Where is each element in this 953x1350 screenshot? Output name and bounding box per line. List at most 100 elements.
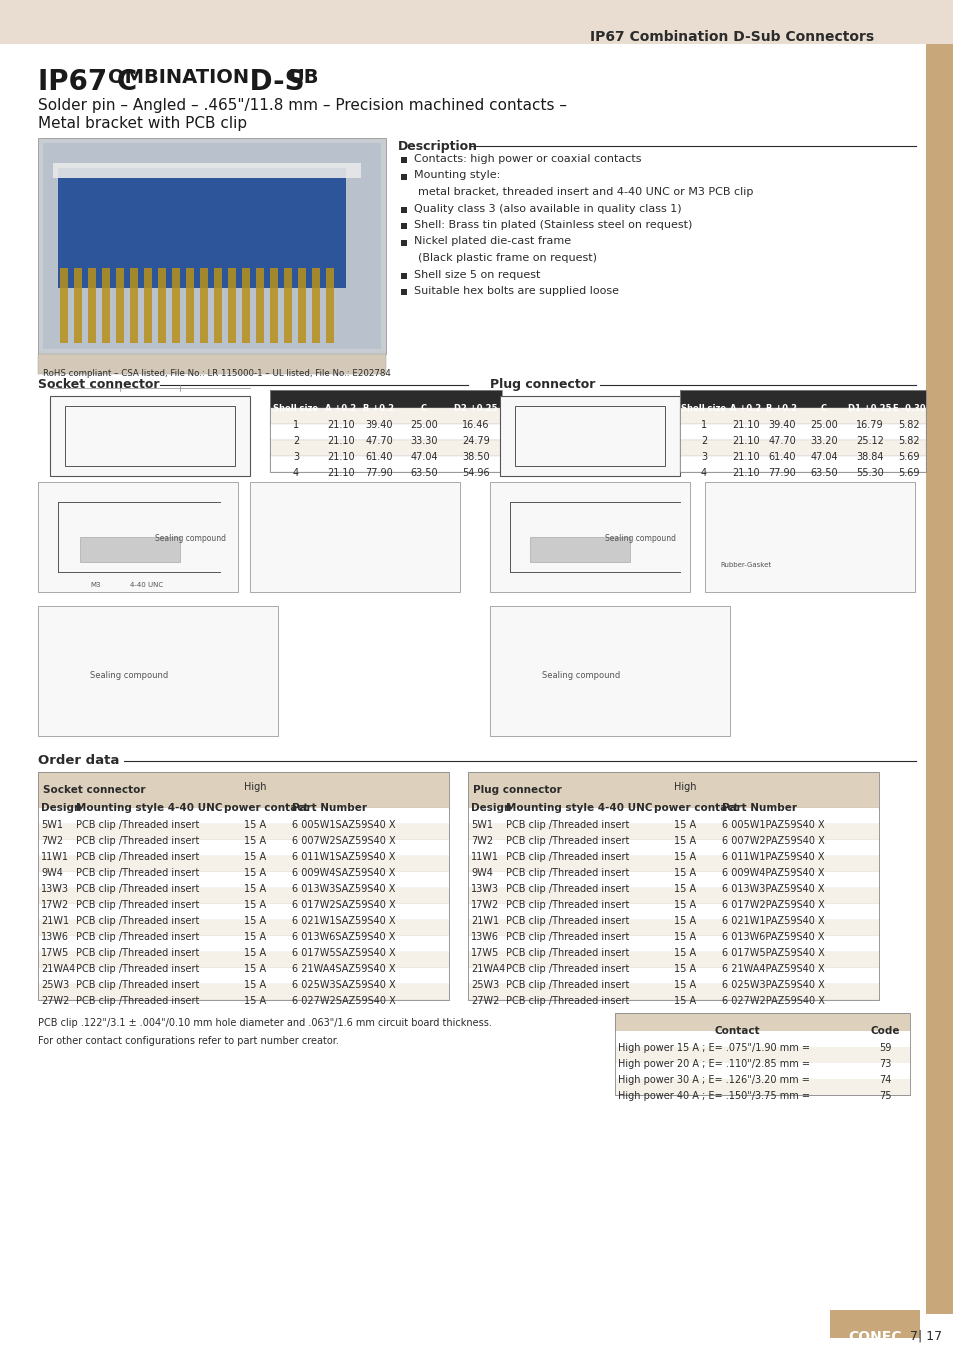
- Text: CONEC: CONEC: [847, 1330, 901, 1345]
- Bar: [704, 482, 914, 593]
- Bar: [255, 269, 264, 343]
- Bar: [38, 354, 386, 374]
- Text: 61.40: 61.40: [365, 452, 393, 462]
- Text: PCB clip /Threaded insert: PCB clip /Threaded insert: [505, 884, 629, 894]
- Text: 6 021W1PAZ59S40 X: 6 021W1PAZ59S40 X: [721, 917, 823, 926]
- Text: 27W2: 27W2: [41, 996, 70, 1006]
- Bar: [297, 269, 306, 343]
- Text: 25W3: 25W3: [41, 980, 70, 990]
- Text: 21.10: 21.10: [327, 468, 355, 478]
- Text: Part Number: Part Number: [292, 803, 367, 813]
- Text: 17W5: 17W5: [471, 948, 498, 958]
- Text: 6 027W2PAZ59S40 X: 6 027W2PAZ59S40 X: [721, 996, 824, 1006]
- Text: A +0.2: A +0.2: [325, 404, 356, 413]
- Text: Description: Description: [397, 140, 477, 153]
- Bar: [270, 440, 501, 456]
- Text: 13W6: 13W6: [471, 931, 498, 942]
- Bar: [270, 390, 501, 472]
- Text: Socket connector: Socket connector: [38, 378, 159, 392]
- Bar: [468, 840, 878, 856]
- Text: 15 A: 15 A: [673, 852, 696, 863]
- Text: Order data: Order data: [38, 755, 119, 767]
- Text: D1 +0.25: D1 +0.25: [847, 404, 891, 413]
- Text: PCB clip /Threaded insert: PCB clip /Threaded insert: [505, 900, 629, 910]
- Text: 59: 59: [878, 1044, 890, 1053]
- Bar: [58, 167, 346, 288]
- Text: 15 A: 15 A: [244, 996, 266, 1006]
- Text: Shell: Brass tin plated (Stainless steel on request): Shell: Brass tin plated (Stainless steel…: [414, 220, 692, 230]
- Bar: [172, 269, 180, 343]
- Text: 15 A: 15 A: [673, 996, 696, 1006]
- Text: 17W2: 17W2: [471, 900, 498, 910]
- Text: PCB clip /Threaded insert: PCB clip /Threaded insert: [76, 868, 199, 878]
- Text: Quality class 3 (also available in quality class 1): Quality class 3 (also available in quali…: [414, 204, 680, 213]
- Text: 16.79: 16.79: [855, 420, 882, 431]
- Bar: [312, 269, 319, 343]
- Bar: [615, 1062, 909, 1079]
- Text: 39.40: 39.40: [767, 420, 795, 431]
- Text: 6 011W1PAZ59S40 X: 6 011W1PAZ59S40 X: [721, 852, 823, 863]
- Text: PCB clip /Threaded insert: PCB clip /Threaded insert: [76, 980, 199, 990]
- Bar: [679, 440, 925, 456]
- Text: M3: M3: [90, 582, 100, 589]
- Text: 15 A: 15 A: [244, 948, 266, 958]
- Text: 5W1: 5W1: [471, 819, 493, 830]
- Text: 5.82: 5.82: [897, 420, 919, 431]
- Text: 15 A: 15 A: [244, 868, 266, 878]
- Bar: [200, 269, 208, 343]
- Text: D2 +0.25: D2 +0.25: [454, 404, 497, 413]
- Text: 25W3: 25W3: [471, 980, 498, 990]
- Text: B +0.2: B +0.2: [765, 404, 797, 413]
- Bar: [615, 1012, 909, 1095]
- Bar: [60, 269, 68, 343]
- Text: PCB clip /Threaded insert: PCB clip /Threaded insert: [76, 819, 199, 830]
- Bar: [615, 1079, 909, 1095]
- Bar: [400, 157, 407, 163]
- Text: 7| 17: 7| 17: [909, 1330, 941, 1343]
- Text: 6 21WA4PAZ59S40 X: 6 21WA4PAZ59S40 X: [721, 964, 823, 973]
- Text: Design: Design: [41, 803, 81, 813]
- Bar: [615, 1048, 909, 1062]
- Text: 6 025W3SAZ59S40 X: 6 025W3SAZ59S40 X: [292, 980, 395, 990]
- Text: 15 A: 15 A: [244, 980, 266, 990]
- Text: 6 005W1PAZ59S40 X: 6 005W1PAZ59S40 X: [721, 819, 823, 830]
- Text: 21.10: 21.10: [731, 468, 759, 478]
- Text: 6 009W4PAZ59S40 X: 6 009W4PAZ59S40 X: [721, 868, 823, 878]
- Bar: [38, 872, 449, 888]
- Bar: [270, 424, 501, 440]
- Text: 39.40: 39.40: [365, 420, 393, 431]
- Bar: [53, 163, 360, 178]
- Text: Rubber-Gasket: Rubber-Gasket: [720, 562, 770, 568]
- Text: PCB clip /Threaded insert: PCB clip /Threaded insert: [76, 836, 199, 846]
- Text: B +0.2: B +0.2: [363, 404, 395, 413]
- Bar: [38, 856, 449, 872]
- Bar: [468, 936, 878, 952]
- Bar: [679, 408, 925, 424]
- Text: 38.84: 38.84: [856, 452, 882, 462]
- Text: 6 013W6PAZ59S40 X: 6 013W6PAZ59S40 X: [721, 931, 823, 942]
- Text: 11W1: 11W1: [41, 852, 69, 863]
- Text: power contact: power contact: [224, 803, 308, 813]
- Text: 21.10: 21.10: [327, 436, 355, 446]
- Text: 63.50: 63.50: [410, 468, 437, 478]
- Text: 6 009W4SAZ59S40 X: 6 009W4SAZ59S40 X: [292, 868, 395, 878]
- Text: 63.50: 63.50: [809, 468, 837, 478]
- Bar: [38, 919, 449, 936]
- Bar: [400, 174, 407, 180]
- Bar: [38, 936, 449, 952]
- Text: 15 A: 15 A: [244, 819, 266, 830]
- Text: 21.10: 21.10: [731, 420, 759, 431]
- Text: 13W3: 13W3: [41, 884, 69, 894]
- Bar: [38, 984, 449, 1000]
- Bar: [158, 269, 166, 343]
- Text: 1: 1: [293, 420, 298, 431]
- Bar: [679, 424, 925, 440]
- Text: Suitable hex bolts are supplied loose: Suitable hex bolts are supplied loose: [414, 286, 618, 296]
- Text: 15 A: 15 A: [244, 852, 266, 863]
- Bar: [515, 406, 664, 466]
- Text: C: C: [821, 404, 826, 413]
- Bar: [615, 1012, 909, 1031]
- Text: Sealing compound: Sealing compound: [604, 535, 676, 543]
- Bar: [38, 482, 237, 593]
- Text: 17W5: 17W5: [41, 948, 70, 958]
